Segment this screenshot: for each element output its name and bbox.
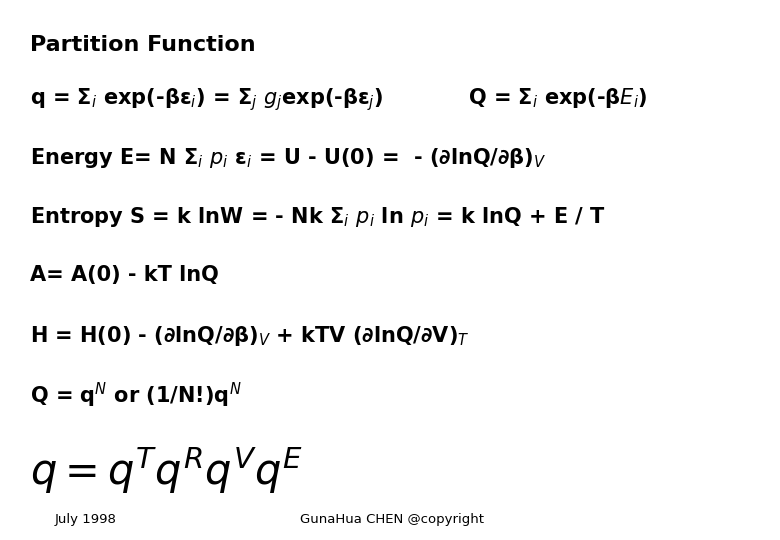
- Text: Q = q$^N$ or (1/N!)q$^N$: Q = q$^N$ or (1/N!)q$^N$: [30, 381, 241, 410]
- Text: q = Σ$_i$ exp(-βε$_i$) = Σ$_j$ $g_j$exp(-βε$_j$): q = Σ$_i$ exp(-βε$_i$) = Σ$_j$ $g_j$exp(…: [30, 86, 383, 113]
- Text: Partition Function: Partition Function: [30, 35, 255, 55]
- Text: Q = Σ$_i$ exp(-β$E_i$): Q = Σ$_i$ exp(-β$E_i$): [468, 86, 647, 110]
- Text: July 1998: July 1998: [55, 514, 116, 526]
- Text: Entropy S = k lnW = - Nk Σ$_i$ $p_i$ ln $p_i$ = k lnQ + E / T: Entropy S = k lnW = - Nk Σ$_i$ $p_i$ ln …: [30, 205, 605, 229]
- Text: $q = q^T q^R q^V q^E$: $q = q^T q^R q^V q^E$: [30, 446, 303, 496]
- Text: GunaHua CHEN @copyright: GunaHua CHEN @copyright: [300, 514, 484, 526]
- Text: A= A(0) - kT lnQ: A= A(0) - kT lnQ: [30, 265, 218, 285]
- Text: Energy E= N Σ$_i$ $p_i$ ε$_i$ = U - U(0) =  - (∂lnQ/∂β)$_V$: Energy E= N Σ$_i$ $p_i$ ε$_i$ = U - U(0)…: [30, 146, 546, 170]
- Text: H = H(0) - (∂lnQ/∂β)$_V$ + kTV (∂lnQ/∂V)$_T$: H = H(0) - (∂lnQ/∂β)$_V$ + kTV (∂lnQ/∂V)…: [30, 324, 470, 348]
